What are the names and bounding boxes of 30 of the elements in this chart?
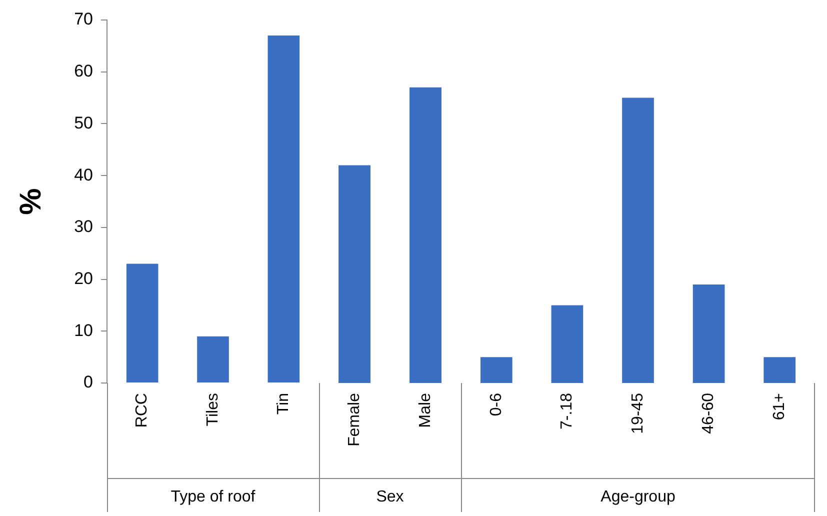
y-axis-title: % <box>14 188 48 215</box>
y-tick-label: 0 <box>84 372 93 392</box>
bar <box>692 284 725 383</box>
y-tick-label: 70 <box>74 10 93 29</box>
bar <box>551 305 584 383</box>
y-tick-label: 20 <box>74 268 93 288</box>
x-tick-label: RCC <box>134 393 151 428</box>
x-tick-label: 0-6 <box>488 392 505 416</box>
x-axis-title: Sex <box>376 488 404 506</box>
bar <box>126 264 158 382</box>
bar <box>268 36 300 382</box>
x-axis-title: Age-group <box>600 488 676 506</box>
y-tick-label: 50 <box>74 113 93 132</box>
bar <box>764 357 796 383</box>
y-tick-label: 10 <box>74 320 93 340</box>
x-tick-label: 7-.18 <box>558 392 576 430</box>
y-tick-label: 60 <box>74 62 93 81</box>
x-tick-label: Tin <box>275 393 292 415</box>
x-tick-label: Female <box>346 392 363 446</box>
bar <box>197 336 229 382</box>
y-tick-label: 30 <box>74 217 93 236</box>
x-tick-label: 46-60 <box>700 392 718 434</box>
y-tick-label: 40 <box>74 165 93 184</box>
x-axis-title: Type of roof <box>170 488 256 506</box>
x-tick-label: Male <box>416 392 434 428</box>
x-tick-label: Tiles <box>204 393 222 426</box>
bar <box>622 98 654 383</box>
x-tick-label: 19-45 <box>629 392 646 434</box>
bar <box>480 357 512 383</box>
x-tick-label: 61+ <box>771 393 788 420</box>
